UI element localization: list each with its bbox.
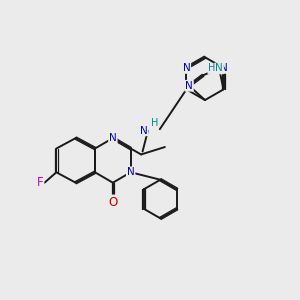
Text: N: N	[183, 63, 190, 73]
Text: N: N	[109, 133, 117, 143]
Text: N: N	[215, 63, 223, 74]
Text: F: F	[37, 176, 43, 189]
Text: H: H	[151, 118, 158, 128]
Text: H: H	[208, 63, 215, 74]
Text: O: O	[108, 196, 118, 208]
Text: N: N	[127, 167, 135, 177]
Text: N: N	[140, 126, 148, 136]
Text: N: N	[220, 63, 227, 73]
Text: N: N	[185, 81, 193, 91]
